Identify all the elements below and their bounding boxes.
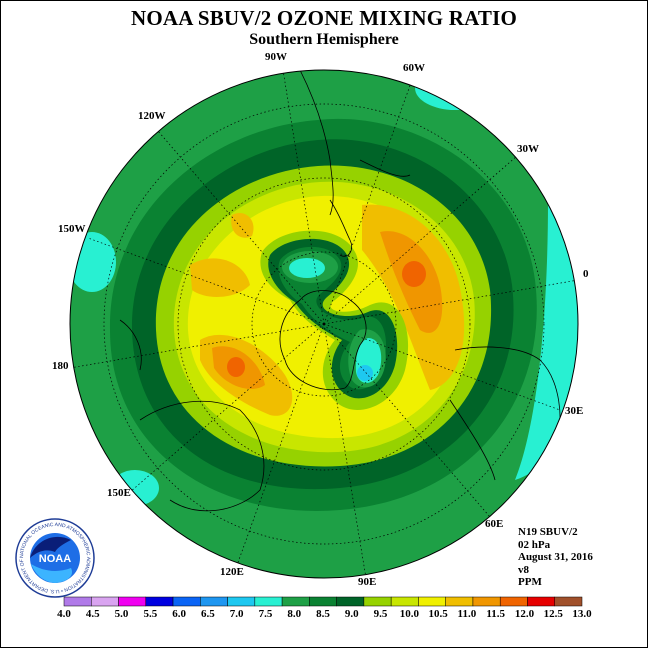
meridian-60e [323,323,491,518]
lon-label-180: 180 [52,360,69,372]
meridian-90w [282,70,325,325]
contour-7-5-patch-north [415,70,495,110]
graticule [70,70,578,578]
latitude-circle-inner [251,251,397,397]
meridian-90e [323,323,367,578]
colorbar-swatch [363,596,392,607]
version-label: v8 [518,563,529,576]
meridian-120e [235,323,325,569]
colorbar-swatch [254,596,283,607]
colorbar-swatch [172,596,201,607]
colorbar-tick-label: 6.0 [172,608,186,620]
colorbar-swatch [91,596,119,607]
meridian-180 [70,323,325,369]
colorbar-swatch [472,596,501,607]
colorbar-tick-label: 12.0 [514,608,535,620]
logo-bird-icon [30,536,71,558]
data-info: N19 SBUV/2 02 hPa August 31, 2016 v8 PPM [518,526,593,589]
colorbar-tick-label: 4.0 [57,608,71,620]
colorbar-swatch [145,596,174,607]
meridian-60w [323,79,413,325]
colorbar-swatch [227,596,256,607]
colorbar [63,596,583,607]
meridian-120w [157,130,325,325]
colorbar-tick-label: 11.5 [486,608,505,620]
colorbar-tick-label: 5.5 [143,608,158,620]
contour-7-5-patch-west [70,232,116,292]
colorbar-tick-label: 10.0 [399,608,419,620]
colorbar-swatch [336,596,365,607]
lon-label-120w: 120W [138,110,166,122]
colorbar-tick-label: 9.5 [373,608,388,620]
falklands-coast [359,159,411,177]
meridian-0 [323,279,578,325]
colorbar-tick-label: 13.0 [572,608,592,620]
contour-7-5-core-north [289,258,325,278]
lon-label-90e: 90E [358,576,377,588]
antarctica-coastline [279,290,367,390]
madagascar-coast [449,399,496,481]
noaa-logo: NATIONAL OCEANIC AND ATMOSPHERIC ADMINIS… [15,518,95,598]
meridian-150e [129,323,325,493]
colorbar-swatch [63,596,92,607]
lon-label-0: 0 [583,268,589,280]
colorbar-tick-label: 11.0 [457,608,477,620]
contour-7-0-core-east [357,365,373,381]
meridian-150w [87,237,325,325]
lon-label-150e: 150E [107,487,131,499]
ozone-field [70,70,578,578]
lon-label-60w: 60W [403,62,425,74]
meridian-30e [323,323,561,411]
date-label: August 31, 2016 [518,551,593,563]
south-america-coast [299,70,334,216]
map-boundary [69,69,579,579]
colorbar-tick-label: 7.0 [229,608,244,620]
colorbar-swatch [554,596,583,607]
logo-wave-icon [31,564,73,583]
colorbar-tick-label: 4.5 [85,608,100,620]
coastlines [119,70,561,512]
map-title: NOAA SBUV/2 OZONE MIXING RATIO [131,6,517,30]
lon-label-90w: 90W [265,51,287,63]
lon-label-120e: 120E [220,566,244,578]
colorbar-swatch [527,596,555,607]
colorbar-tick-label: 9.0 [344,608,359,620]
meridian-30w [323,155,518,325]
contour-11-0-northwest [231,212,254,238]
colorbar-tick-labels: 4.0 4.5 5.0 5.5 6.0 6.5 7.0 7.5 8.0 8.5 9.0 9.5 10.0… [0,608,648,622]
colorbar-swatch [118,596,147,607]
lon-label-30e: 30E [565,405,584,417]
colorbar-tick-label: 7.5 [258,608,273,620]
satellite-label: N19 SBUV/2 [518,526,578,538]
antarctic-peninsula [329,199,353,257]
latitude-circle-middle [177,177,471,471]
logo-text: NOAA [39,553,71,565]
map-subtitle: Southern Hemisphere [249,31,399,48]
colorbar-tick-label: 12.5 [543,608,563,620]
contour-12-0-southwest [227,357,245,377]
colorbar-swatch [390,596,419,607]
colorbar-tick-label: 5.0 [114,608,129,620]
colorbar-swatch [309,596,337,607]
lon-label-60e: 60E [485,518,504,530]
colorbar-swatch [281,596,310,607]
colorbar-tick-label: 8.5 [316,608,330,620]
colorbar-tick-label: 8.0 [287,608,302,620]
colorbar-tick-label: 10.5 [428,608,448,620]
australia-coast [139,400,265,512]
lon-label-30w: 30W [517,143,539,155]
pressure-label: 02 hPa [518,538,551,551]
lon-label-150w: 150W [58,223,86,235]
units-label: PPM [518,576,542,588]
latitude-circle-outer [103,103,545,545]
colorbar-tick-label: 6.5 [201,608,215,620]
new-zealand-coast [119,319,142,371]
colorbar-swatch [200,596,228,607]
colorbar-swatch [445,596,474,607]
colorbar-swatch [499,596,528,607]
contour-12-0-east [402,261,426,287]
colorbar-swatch [418,596,446,607]
contour-11-0-west [190,258,250,297]
